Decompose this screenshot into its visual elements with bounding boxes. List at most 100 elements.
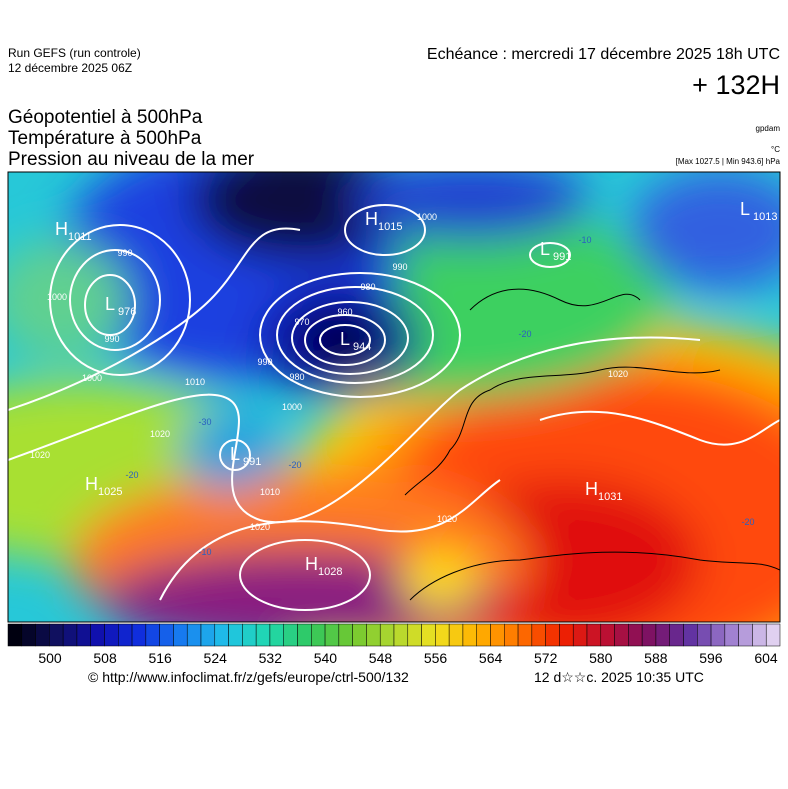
- colorbar-cell: [283, 623, 298, 647]
- center-value: 1013: [753, 211, 777, 223]
- isobar-label: 980: [360, 282, 375, 292]
- colorbar-cell: [173, 623, 188, 647]
- colorbar-cell: [738, 623, 753, 647]
- colorbar-cell: [379, 623, 395, 647]
- colorbar-label: 508: [93, 650, 117, 666]
- colorbar: 500 508 516 524 532 540 548 556 564 572 580 588 596 6…: [7, 623, 781, 666]
- isobar-label: 970: [294, 317, 309, 327]
- colorbar-cell: [145, 623, 160, 647]
- center-value: 944: [353, 341, 371, 353]
- temperature-field: [8, 172, 780, 622]
- colorbar-cell: [21, 623, 36, 647]
- center-value: 1031: [598, 491, 622, 503]
- colorbar-label: 500: [38, 650, 62, 666]
- colorbar-label: 588: [644, 650, 668, 666]
- center-value: 991: [243, 456, 261, 468]
- colorbar-cell: [49, 623, 64, 647]
- run: Run GEFS (run controle): [8, 46, 141, 60]
- colorbar-cell: [586, 623, 602, 647]
- colorbar-cell: [531, 623, 546, 647]
- colorbar-label: 548: [369, 650, 393, 666]
- colorbar-cell: [462, 623, 477, 647]
- source-url: © http://www.infoclimat.fr/z/gefs/europe…: [88, 669, 409, 685]
- isobar-label: 1010: [185, 377, 205, 387]
- temperature-label: -30: [198, 417, 211, 427]
- colorbar-cell: [490, 623, 505, 647]
- isobar-label: 1000: [417, 212, 437, 222]
- colorbar-cell: [448, 623, 464, 647]
- colorbar-cell: [35, 623, 50, 647]
- colorbar-cell: [7, 623, 23, 647]
- isobar-label: 1000: [82, 373, 102, 383]
- unit: °C: [771, 145, 780, 154]
- center-letter: H: [365, 209, 378, 229]
- colorbar-cell: [366, 623, 381, 647]
- colorbar-cell: [628, 623, 643, 647]
- temperature-label: -10: [578, 235, 591, 245]
- colorbar-cell: [476, 623, 491, 647]
- colorbar-cell: [269, 623, 284, 647]
- colorbar-label: 564: [479, 650, 503, 666]
- colorbar-label: 580: [589, 650, 613, 666]
- issued: 12 d☆☆c. 2025 10:35 UTC: [534, 669, 704, 685]
- colorbar-cell: [545, 623, 560, 647]
- colorbar-cell: [683, 623, 698, 647]
- center-value: 1025: [98, 486, 122, 498]
- colorbar-cell: [62, 623, 78, 647]
- colorbar-cell: [242, 623, 257, 647]
- colorbar-cell: [572, 623, 588, 647]
- colorbar-cell: [228, 623, 243, 647]
- center-letter: L: [540, 239, 550, 259]
- colorbar-cell: [324, 623, 340, 647]
- run-date: 12 décembre 2025 06Z: [8, 61, 133, 75]
- colorbar-cell: [697, 623, 712, 647]
- center-value: 991: [553, 251, 571, 263]
- colorbar-label: 572: [534, 650, 558, 666]
- colorbar-cell: [255, 623, 271, 647]
- temperature-label: -20: [741, 517, 754, 527]
- isobar-label: 1020: [150, 429, 170, 439]
- isobar-label: 1010: [260, 487, 280, 497]
- colorbar-cell: [752, 623, 767, 647]
- colorbar-cell: [765, 623, 781, 647]
- lead-time: + 132H: [692, 70, 780, 100]
- colorbar-cell: [338, 623, 353, 647]
- colorbar-cell: [724, 623, 739, 647]
- isobar-label: 960: [337, 307, 352, 317]
- center-letter: L: [105, 294, 115, 314]
- colorbar-label: 556: [424, 650, 448, 666]
- temperature-label: -20: [518, 329, 531, 339]
- center-letter: H: [85, 474, 98, 494]
- colorbar-label: 516: [148, 650, 172, 666]
- colorbar-cell: [297, 623, 312, 647]
- colorbar-cell: [90, 623, 105, 647]
- isobar-label: 990: [117, 248, 132, 258]
- colorbar-label: 540: [314, 650, 338, 666]
- center-value: 1011: [68, 231, 92, 243]
- isobar-label: 1020: [250, 522, 270, 532]
- center-value: 1028: [318, 566, 342, 578]
- isobar-label: 990: [104, 334, 119, 344]
- colorbar-label: 596: [699, 650, 723, 666]
- colorbar-cell: [118, 623, 133, 647]
- temperature-label: -10: [198, 547, 211, 557]
- center-letter: H: [585, 479, 598, 499]
- colorbar-label: 604: [754, 650, 778, 666]
- map-frame: [7, 171, 781, 623]
- center-value: 1015: [378, 221, 402, 233]
- colorbar-cell: [393, 623, 409, 647]
- coastlines: [404, 288, 780, 601]
- colorbar-label: 524: [204, 650, 228, 666]
- isobar-label: 1020: [608, 369, 628, 379]
- colorbar-cell: [669, 623, 684, 647]
- colorbar-cell: [641, 623, 657, 647]
- colorbar-cell: [504, 623, 519, 647]
- center-letter: L: [740, 199, 750, 219]
- colorbar-cell: [104, 623, 119, 647]
- center-letter: L: [340, 329, 350, 349]
- field: Pression au niveau de la mer: [8, 149, 255, 170]
- colorbar-cell: [710, 623, 726, 647]
- temperature-label: -20: [125, 470, 138, 480]
